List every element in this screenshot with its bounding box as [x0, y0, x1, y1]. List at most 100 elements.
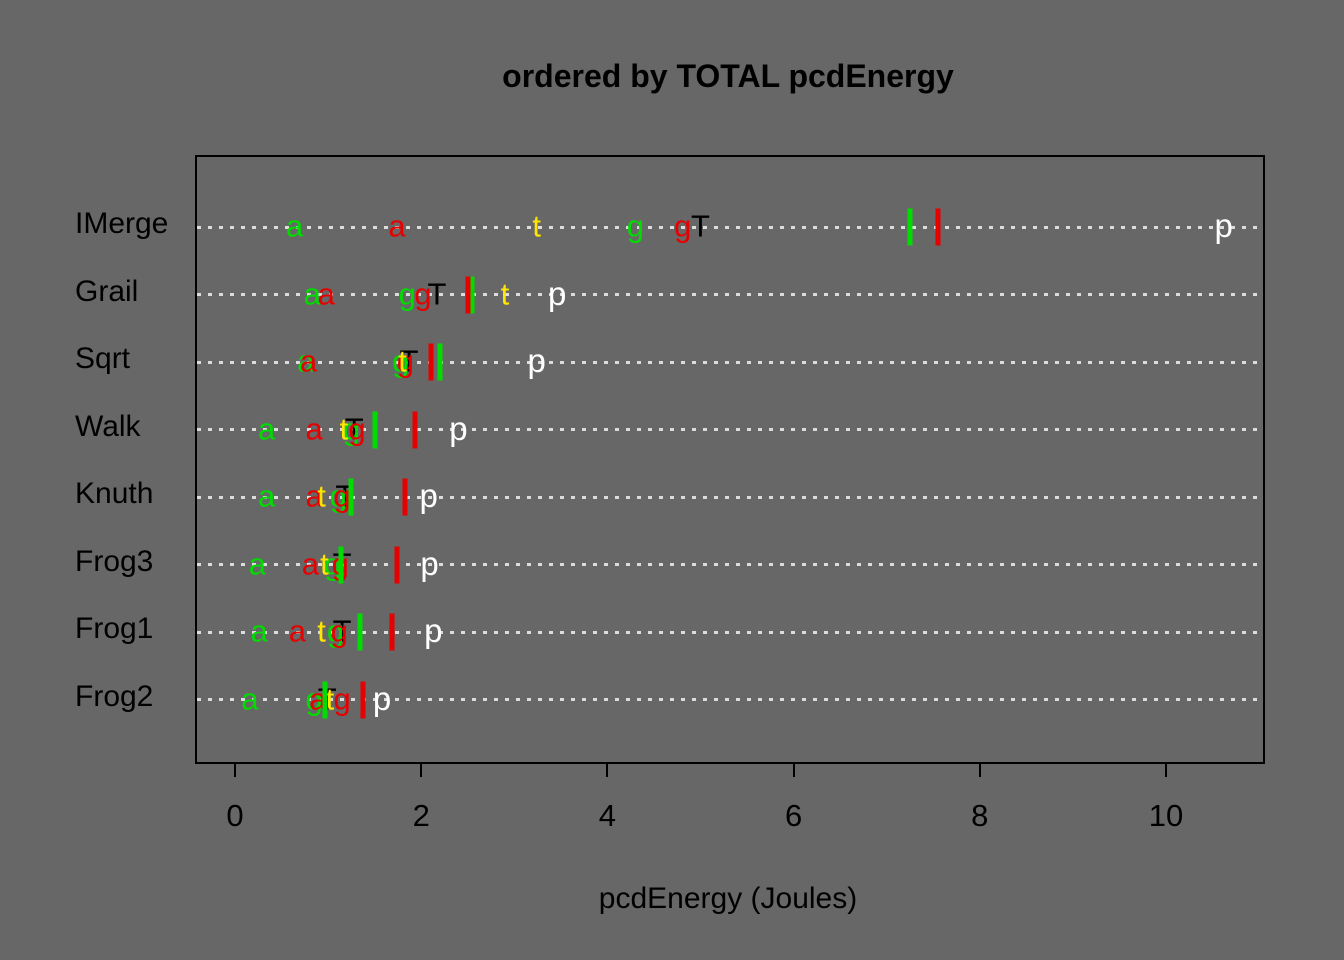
marker-t-yellow: t: [398, 343, 407, 379]
x-axis-label: pcdEnergy (Joules): [598, 882, 858, 915]
y-axis-label-imerge: IMerge: [75, 207, 169, 240]
x-axis-tick: [978, 764, 981, 777]
x-axis-tick-label: 0: [226, 798, 244, 833]
marker-g-red: g: [333, 681, 351, 717]
marker-bar-green: [357, 613, 363, 651]
marker-g-green: g: [398, 275, 416, 311]
marker-g-green: g: [324, 546, 342, 582]
marker-bar-green: [322, 681, 328, 719]
marker-t-yellow: t: [339, 410, 349, 446]
marker-a-green: a: [248, 546, 266, 582]
marker-T-black: T: [427, 275, 447, 311]
marker-t-yellow: t: [320, 546, 329, 582]
marker-bar-red: [402, 478, 408, 516]
marker-bar-green: [372, 411, 378, 449]
marker-p-white: p: [372, 680, 392, 718]
y-axis-label-grail: Grail: [75, 274, 139, 308]
marker-a-green: a: [258, 478, 276, 514]
x-axis-tick-label: 4: [598, 798, 617, 833]
x-axis-tick-label: 2: [412, 798, 430, 833]
y-axis-label-frog1: Frog1: [75, 612, 154, 646]
marker-bar-red: [935, 208, 941, 246]
marker-t-yellow: t: [532, 208, 541, 244]
plot-area: TTTTTTTTggggggggggggggggaaaaaaaaaaaaaaaa…: [195, 155, 1265, 764]
marker-a-green: a: [303, 275, 321, 311]
marker-bar-green: [907, 208, 913, 246]
marker-a-red: a: [301, 546, 320, 582]
y-axis-label-knuth: Knuth: [75, 477, 154, 511]
y-axis-label-sqrt: Sqrt: [75, 342, 131, 376]
marker-a-green: a: [250, 613, 268, 649]
gridline: [197, 293, 1263, 297]
x-axis-tick: [420, 764, 423, 777]
y-axis-label-frog2: Frog2: [75, 679, 154, 713]
marker-g-red: g: [396, 343, 414, 379]
gridline: [197, 360, 1263, 364]
x-axis-tick: [606, 764, 609, 777]
marker-t-yellow: t: [500, 275, 510, 311]
marker-g-green: g: [305, 681, 323, 717]
marker-g-green: g: [329, 478, 347, 514]
marker-bar-red: [465, 276, 471, 314]
y-axis-label-walk: Walk: [75, 409, 141, 443]
marker-a-red: a: [299, 343, 318, 379]
gridline: [197, 563, 1263, 567]
marker-T-black: T: [344, 410, 364, 446]
marker-bar-red: [394, 546, 400, 584]
x-axis-tick-label: 8: [971, 798, 989, 833]
marker-a-green: a: [258, 410, 276, 446]
marker-a-green: a: [285, 208, 304, 244]
y-axis-label-frog3: Frog3: [75, 544, 154, 578]
marker-bar-red: [412, 411, 418, 449]
marker-bar-green: [437, 343, 443, 381]
marker-p-white: p: [419, 477, 438, 515]
marker-g-red: g: [348, 410, 366, 446]
marker-g-red: g: [674, 208, 692, 244]
marker-a-red: a: [317, 275, 335, 311]
marker-T-black: T: [691, 208, 710, 244]
marker-a-red: a: [305, 478, 323, 514]
marker-T-black: T: [332, 613, 352, 649]
x-axis-tick-label: 6: [784, 798, 803, 833]
marker-T-black: T: [399, 343, 419, 379]
marker-bar-red: [389, 613, 395, 651]
marker-g-green: g: [392, 343, 410, 379]
marker-g-green: g: [342, 410, 360, 446]
marker-bar-red: [360, 681, 366, 719]
marker-a-red: a: [305, 410, 323, 446]
marker-p-white: p: [1214, 207, 1233, 245]
marker-p-white: p: [424, 612, 443, 650]
marker-a-red: a: [388, 208, 406, 244]
marker-t-yellow: t: [325, 681, 335, 717]
gridline: [197, 495, 1263, 499]
marker-a-red: a: [288, 613, 306, 649]
gridline: [197, 698, 1263, 702]
gridline: [197, 630, 1263, 634]
chart-title: ordered by TOTAL pcdEnergy: [502, 58, 954, 94]
marker-g-red: g: [414, 275, 432, 311]
marker-t-yellow: t: [317, 478, 326, 514]
x-axis-tick: [234, 764, 236, 777]
marker-bar-green: [338, 546, 344, 584]
marker-bar-red: [428, 343, 434, 381]
gridline: [197, 428, 1263, 432]
marker-p-white: p: [547, 274, 567, 312]
marker-a-green: a: [297, 343, 315, 379]
marker-a-green: a: [241, 681, 259, 717]
marker-t-yellow: t: [317, 613, 326, 649]
marker-p-white: p: [527, 342, 546, 380]
marker-a-red: a: [309, 681, 327, 717]
marker-bar-green: [469, 276, 475, 314]
marker-p-white: p: [449, 409, 468, 447]
gridline: [197, 225, 1263, 229]
marker-g-red: g: [330, 613, 348, 649]
x-axis-tick: [792, 764, 795, 777]
x-axis-tick-label: 10: [1148, 798, 1184, 833]
marker-g-green: g: [326, 613, 345, 649]
x-axis-tick: [1165, 764, 1167, 777]
marker-g-green: g: [626, 208, 644, 244]
marker-g-red: g: [333, 478, 351, 514]
marker-bar-green: [348, 478, 354, 516]
marker-p-white: p: [420, 545, 439, 583]
